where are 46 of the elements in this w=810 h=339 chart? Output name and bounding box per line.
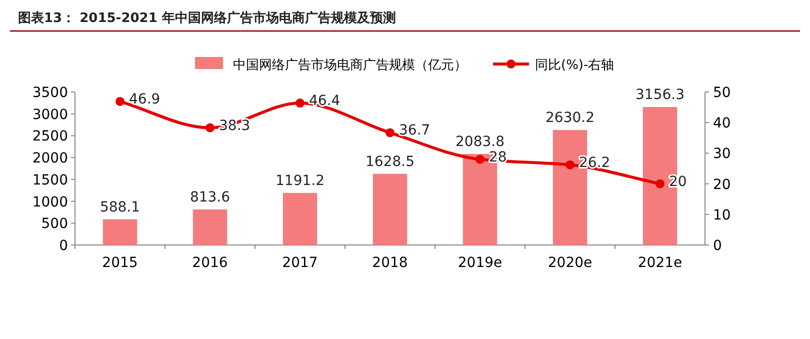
data-label: 2630.2 <box>546 110 594 126</box>
legend-label: 中国网络广告市场电商广告规模（亿元） <box>233 58 467 73</box>
y-tick-label: 1500 <box>32 172 68 188</box>
y-tick-label: 2000 <box>32 150 68 167</box>
x-tick-label: 2018 <box>372 255 408 271</box>
data-label: 46.4 <box>309 93 340 110</box>
data-label: 28 <box>489 149 507 166</box>
y-tick-label: 0 <box>59 238 68 254</box>
data-label: 1191.2 <box>276 172 324 189</box>
bar <box>372 174 408 245</box>
bar <box>192 209 228 245</box>
data-label: 813.6 <box>190 189 230 206</box>
x-tick-label: 2020e <box>548 255 592 271</box>
y2-tick-label: 0 <box>713 238 722 254</box>
y-tick-label: 2500 <box>32 128 68 145</box>
legend-label: 同比(%)-右轴 <box>535 58 614 73</box>
x-tick-label: 2016 <box>192 255 228 271</box>
x-tick-label: 2015 <box>102 255 138 271</box>
data-label: 2083.8 <box>456 134 504 150</box>
data-label: 36.7 <box>399 122 430 139</box>
data-label: 1628.5 <box>366 154 414 170</box>
x-tick-label: 2017 <box>282 255 318 271</box>
point <box>656 179 664 188</box>
bar <box>282 192 318 245</box>
point <box>386 128 394 138</box>
bar <box>102 219 138 245</box>
x-tick-label: 2021e <box>638 255 682 271</box>
x-tick-label: 2019e <box>458 255 502 271</box>
y2-tick-label: 10 <box>713 207 731 224</box>
point <box>476 154 484 164</box>
y2-tick-label: 40 <box>713 116 731 132</box>
data-label: 588.1 <box>100 199 140 216</box>
y-tick-label: 3500 <box>32 85 68 101</box>
y-tick-label: 500 <box>41 216 68 232</box>
data-label: 46.9 <box>129 91 160 108</box>
y2-tick-label: 50 <box>713 85 731 101</box>
point <box>116 96 124 106</box>
y2-tick-label: 20 <box>713 176 731 193</box>
point <box>566 160 574 170</box>
data-label: 3156.3 <box>636 87 684 104</box>
point <box>206 123 214 132</box>
chart-title: 图表13： 2015-2021 年中国网络广告市场电商广告规模及预测 <box>18 10 396 26</box>
y-tick-label: 1000 <box>32 194 68 210</box>
y2-tick-label: 30 <box>713 146 731 162</box>
y-tick-label: 3000 <box>32 106 68 123</box>
point <box>296 98 304 108</box>
